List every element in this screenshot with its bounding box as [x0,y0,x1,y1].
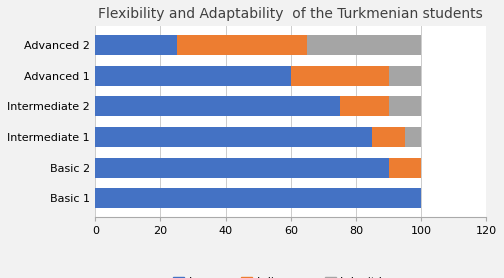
Legend: I agree, I disagree, I don't know: I agree, I disagree, I don't know [169,272,413,278]
Bar [95,35,177,55]
Bar [389,96,421,116]
Bar [340,96,389,116]
Bar [307,35,421,55]
Bar [405,127,421,147]
Bar [95,188,421,208]
Bar [372,127,405,147]
Bar [389,158,421,178]
Bar [95,127,372,147]
Bar [389,66,421,86]
Bar [95,66,291,86]
Bar [95,96,340,116]
Bar [177,35,307,55]
Bar [95,158,389,178]
Title: Flexibility and Adaptability  of the Turkmenian students: Flexibility and Adaptability of the Turk… [98,7,483,21]
Bar [291,66,389,86]
